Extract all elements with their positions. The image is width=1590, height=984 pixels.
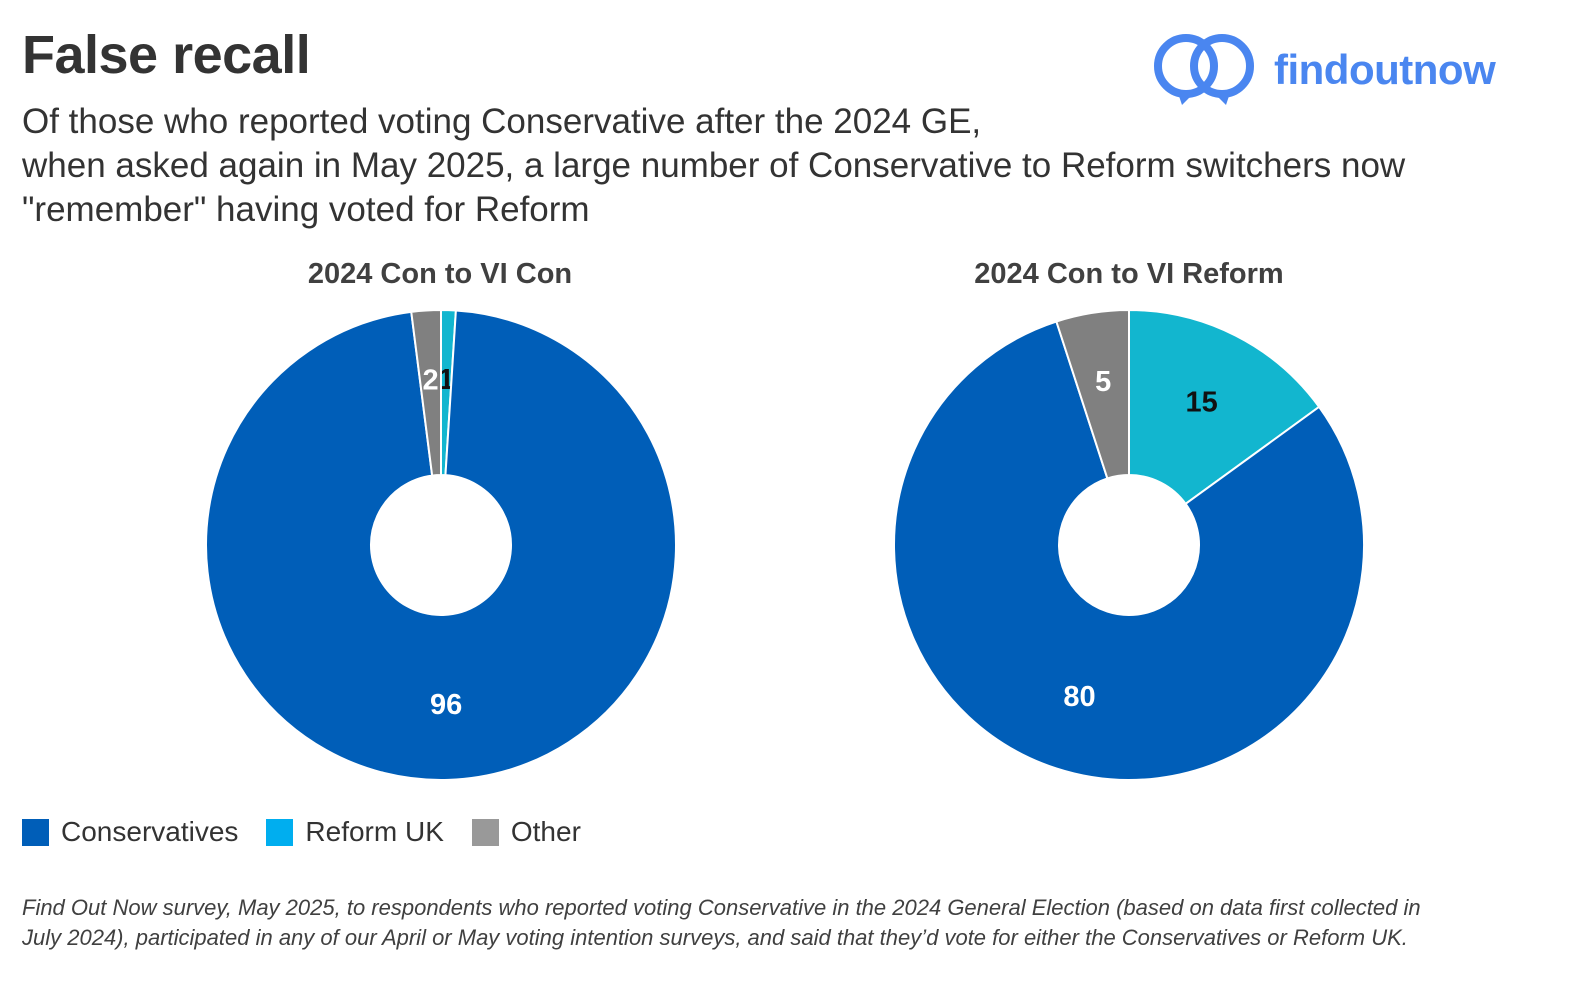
- legend-label-reform-uk: Reform UK: [305, 816, 444, 847]
- legend-label-conservatives: Conservatives: [61, 816, 239, 847]
- legend-label-other: Other: [510, 816, 581, 847]
- page-title: False recall: [22, 25, 311, 85]
- legend-swatch-conservatives: [22, 818, 49, 846]
- pie-1-label-conservatives: 96: [430, 689, 462, 721]
- logo-text: findoutnow: [1274, 46, 1496, 93]
- legend-item-reform-uk: Reform UK: [266, 816, 444, 848]
- pie-2-slice-reform-uk: [1128, 308, 1321, 506]
- subtitle-line-3: "remember" having voted for Reform: [22, 190, 590, 229]
- subtitle: Of those who reported voting Conservativ…: [22, 100, 1562, 232]
- chart-1-title: 2024 Con to VI Con: [307, 258, 573, 290]
- pie-2-slice-other: [1055, 308, 1130, 480]
- pie-1-slice-other: [410, 308, 442, 477]
- footnote-line-1: Find Out Now survey, May 2025, to respon…: [22, 895, 1421, 920]
- subtitle-line-1: Of those who reported voting Conservativ…: [22, 102, 982, 141]
- pie-2-label-other: 5: [1095, 366, 1111, 398]
- pie-2-label-conservatives: 80: [1063, 681, 1095, 713]
- pie-chart-con-to-reform: 15 80 5: [893, 308, 1365, 781]
- legend-item-conservatives: Conservatives: [22, 816, 238, 848]
- pie-2-label-reform-uk: 15: [1186, 386, 1218, 418]
- footnote: Find Out Now survey, May 2025, to respon…: [22, 893, 1572, 953]
- findoutnow-logo: findoutnow: [1152, 30, 1542, 110]
- pie-1-slice-conservatives: [205, 309, 677, 781]
- legend-swatch-reform-uk: [266, 818, 294, 846]
- pie-1-label-other: 2: [422, 364, 438, 396]
- subtitle-line-2: when asked again in May 2025, a large nu…: [22, 146, 1406, 185]
- legend-item-other: Other: [471, 816, 581, 848]
- legend: Conservatives Reform UK Other: [22, 816, 609, 848]
- legend-swatch-other: [471, 818, 499, 846]
- interlocking-rings-icon: [1154, 34, 1254, 105]
- footnote-line-2: July 2024), participated in any of our A…: [22, 925, 1408, 950]
- chart-2-title: 2024 Con to VI Reform: [974, 258, 1284, 290]
- pie-2-slice-conservatives: [893, 320, 1365, 781]
